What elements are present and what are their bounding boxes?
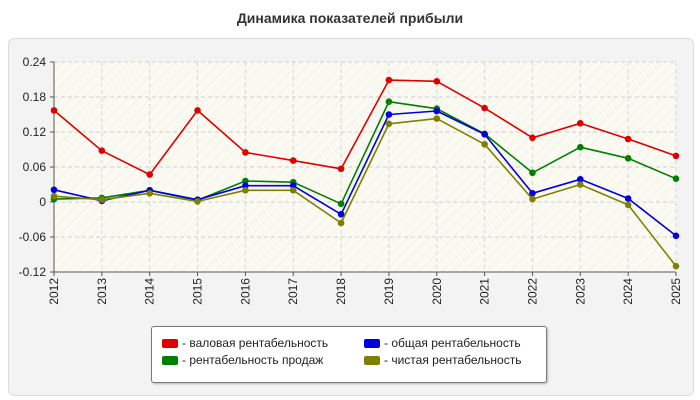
legend-item-net: - чистая рентабельность [364,353,521,367]
series-line-gross [53,79,677,176]
x-tick-label: 2012 [47,278,61,305]
x-tick-label: 2015 [191,278,205,305]
data-point-sales [624,154,632,162]
data-point-total [529,189,536,197]
data-point-gross [242,149,249,156]
data-point-gross [481,104,488,112]
x-tick-label: 2023 [573,278,587,305]
x-tick-label: 2025 [669,278,683,305]
data-point-sales [672,175,680,182]
data-point-gross [98,147,106,154]
data-point-gross [385,76,393,84]
y-tick-label: 0.12 [23,125,47,139]
x-tick-label: 2017 [286,278,300,305]
data-point-gross [194,107,201,114]
data-point-net [98,196,106,203]
data-point-net [624,201,632,209]
data-point-net [50,192,58,200]
data-point-gross [672,152,680,160]
data-point-sales [529,169,536,177]
data-point-total [385,111,393,118]
data-point-total [50,186,58,194]
chart-title: Динамика показателей прибыли [236,10,464,26]
y-tick-label: 0.06 [23,160,47,174]
data-point-net [194,198,201,205]
legend-label-sales: - рентабельность продаж [182,353,324,367]
x-tick-label: 2021 [478,278,492,305]
data-point-gross [577,119,584,127]
series-line-total [53,110,677,237]
data-point-sales [337,200,345,208]
data-point-gross [529,134,536,142]
legend-swatch-gross [162,338,178,348]
x-tick-label: 2016 [238,278,252,305]
y-tick-label: -0.12 [19,265,47,279]
data-point-gross [289,157,297,164]
y-tick-label: 0.18 [23,90,47,104]
data-point-gross [624,135,632,143]
data-point-total [289,182,297,189]
legend-label-net: - чистая рентабельность [384,353,522,367]
data-point-total [672,232,680,240]
x-tick-label: 2022 [525,278,539,305]
data-point-net [672,262,680,270]
legend-item-total: - общая рентабельность [364,336,521,350]
legend-swatch-total [364,338,380,348]
x-tick-label: 2014 [143,278,157,305]
x-tick-label: 2019 [382,278,396,305]
y-tick-label: 0.24 [23,55,47,69]
legend-swatch-net [364,355,380,365]
data-point-net [529,195,536,203]
y-tick-label: 0 [39,195,46,209]
x-tick-label: 2020 [430,278,444,305]
data-point-sales [577,143,584,151]
data-point-total [624,195,632,202]
data-point-gross [50,107,58,114]
legend-item-sales: - рентабельность продаж [162,353,323,367]
legend-item-gross: - валовая рентабельность [162,336,328,350]
data-point-net [242,187,249,194]
data-point-total [577,175,584,183]
data-point-gross [337,165,345,173]
data-point-sales [242,177,249,185]
data-point-net [146,189,153,197]
data-point-gross [433,77,441,85]
data-point-net [577,181,584,188]
data-point-total [433,107,441,115]
series-line-net [53,117,677,267]
data-point-net [385,120,393,128]
data-point-sales [385,98,393,105]
data-point-net [337,219,345,227]
data-point-net [433,115,441,122]
x-tick-label: 2013 [95,278,109,305]
legend-swatch-sales [162,355,178,365]
y-tick-label: -0.06 [19,230,47,244]
data-point-total [242,182,249,189]
data-point-net [481,140,488,148]
data-point-gross [146,171,153,178]
data-point-net [289,187,297,194]
legend-label-total: - общая рентабельность [384,336,521,350]
x-tick-label: 2018 [334,278,348,305]
data-point-total [337,210,345,218]
legend-label-gross: - валовая рентабельность [182,336,329,350]
legend: - валовая рентабельность - рентабельност… [151,326,547,383]
data-point-total [481,131,488,138]
x-tick-label: 2024 [621,278,635,305]
